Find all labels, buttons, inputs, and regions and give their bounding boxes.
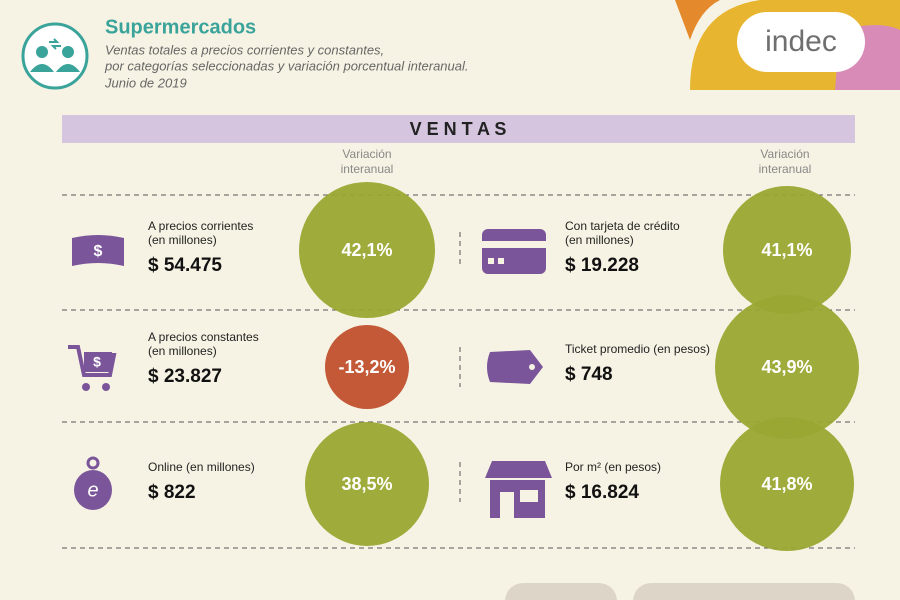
item-label: Online (en millones): [148, 460, 255, 474]
item-label: A precios corrientes: [148, 219, 253, 233]
title: Supermercados: [105, 16, 256, 38]
column-header: Variación: [342, 147, 391, 161]
footer-buttons: [505, 583, 855, 600]
variation-circle: [715, 295, 859, 439]
column-header: interanual: [759, 162, 812, 176]
separators: [62, 194, 855, 549]
item-label: Con tarjeta de crédito: [565, 219, 680, 233]
column-header: interanual: [341, 162, 394, 176]
item-variation: 43,9%: [761, 357, 812, 377]
variation-circle: [305, 422, 429, 546]
item-label: Ticket promedio (en pesos): [565, 342, 710, 356]
item-amount: $ 748: [565, 364, 613, 385]
item-amount: $ 54.475: [148, 255, 222, 276]
subtitle: Ventas totales a precios corrientes y co…: [105, 42, 384, 57]
variation-circle: [720, 417, 854, 551]
section-band: [62, 115, 855, 143]
item-variation: -13,2%: [338, 357, 395, 377]
variation-circle: [723, 186, 851, 314]
item-label: (en millones): [148, 344, 217, 358]
svg-text:$: $: [93, 354, 101, 370]
item-variation: 41,1%: [761, 240, 812, 260]
item-variation: 42,1%: [341, 240, 392, 260]
section-title: V E N T A S: [410, 119, 507, 139]
header-icon: [21, 22, 89, 90]
variation-circle: [325, 325, 409, 409]
item-label: Por m² (en pesos): [565, 460, 661, 474]
item-amount: $ 16.824: [565, 482, 639, 503]
variation-circle: [299, 182, 435, 318]
item-label: A precios constantes: [148, 330, 259, 344]
item-amount: $ 19.228: [565, 255, 639, 276]
logo: indec: [675, 0, 900, 90]
svg-text:e: e: [87, 479, 98, 501]
icons: $ $ e: [68, 229, 552, 518]
column-header: Variación: [760, 147, 809, 161]
item-amount: $ 23.827: [148, 366, 222, 387]
svg-text:$: $: [94, 243, 103, 260]
items: A precios corrientes(en millones)$ 54.47…: [148, 182, 859, 551]
subtitle: por categorías seleccionadas y variación…: [104, 58, 469, 73]
item-variation: 41,8%: [761, 474, 812, 494]
date: Junio de 2019: [104, 75, 187, 90]
item-amount: $ 822: [148, 482, 196, 503]
item-variation: 38,5%: [341, 474, 392, 494]
logo-text: indec: [765, 25, 837, 58]
item-label: (en millones): [565, 233, 634, 247]
item-label: (en millones): [148, 233, 217, 247]
